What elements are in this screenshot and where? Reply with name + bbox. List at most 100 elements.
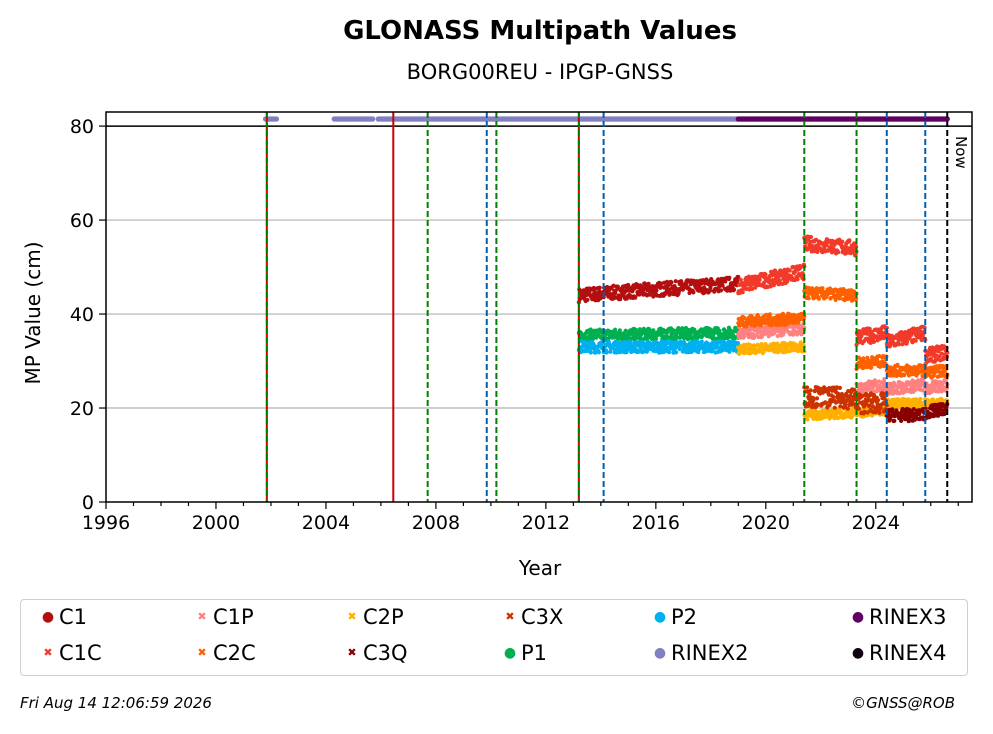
- point-c1c: [768, 284, 773, 289]
- point-p1: [699, 327, 704, 332]
- legend-label: C1C: [59, 641, 102, 665]
- point-c1: [727, 275, 732, 280]
- legend-item-rinex2: ● RINEX2: [649, 640, 749, 666]
- point-c1: [718, 288, 724, 293]
- x-tick-label: 2004: [302, 512, 350, 534]
- legend-marker: ✖: [347, 610, 357, 623]
- point-c1c: [795, 277, 800, 282]
- legend-marker: ✖: [347, 646, 357, 659]
- point-c1p: [910, 378, 915, 383]
- point-c3x: [805, 385, 810, 390]
- point-c1: [659, 281, 664, 286]
- point-p2: [674, 350, 679, 355]
- y-tick-label: 60: [70, 210, 94, 232]
- legend-label: C2P: [363, 605, 404, 629]
- y-axis-label: MP Value (cm): [21, 241, 45, 384]
- legend-item-c1p: ✖ C1P: [191, 604, 253, 630]
- point-c1p: [802, 325, 807, 330]
- point-p2: [644, 349, 650, 354]
- point-c1c: [787, 268, 792, 273]
- legend-marker: ●: [851, 609, 865, 625]
- point-p1: [688, 332, 693, 337]
- point-c1: [605, 284, 610, 290]
- series-p2: [576, 339, 741, 355]
- axis-layer: 1996 2000 2004 2008 2012 2016 2020 202402040608…: [70, 111, 973, 534]
- point-c1c: [913, 338, 918, 343]
- legend-label: C2C: [213, 641, 256, 665]
- point-c1: [613, 289, 618, 294]
- point-rinex2: [273, 116, 280, 122]
- point-c1c: [763, 272, 768, 277]
- legend-item-rinex4: ● RINEX4: [847, 640, 947, 666]
- point-c3x: [878, 406, 883, 411]
- point-c1: [691, 290, 696, 295]
- point-c1: [585, 297, 590, 302]
- series-p1: [576, 325, 741, 343]
- legend-marker: ●: [503, 645, 517, 661]
- x-tick-label: 2012: [522, 512, 570, 534]
- chart-title: GLONASS Multipath Values: [343, 16, 737, 46]
- legend-label: C1: [59, 605, 88, 629]
- point-c1c: [945, 350, 950, 355]
- now-label: Now: [952, 136, 970, 169]
- point-c1c: [939, 351, 944, 356]
- point-p1: [630, 331, 635, 336]
- point-p2: [613, 339, 619, 344]
- point-c3x: [877, 410, 882, 415]
- generated-timestamp: Fri Aug 14 12:06:59 2026: [20, 694, 212, 712]
- legend-label: C3Q: [363, 641, 408, 665]
- legend-item-c1c: ✖ C1C: [37, 640, 102, 666]
- point-c1: [646, 281, 651, 286]
- point-c1c: [836, 250, 841, 255]
- point-c1c: [777, 278, 782, 283]
- point-c2c: [816, 296, 822, 301]
- point-c3q: [892, 418, 897, 423]
- point-rinex2: [370, 116, 376, 122]
- point-c1c: [808, 234, 814, 240]
- x-tick-label: 2020: [742, 512, 790, 534]
- point-c1c: [740, 290, 745, 295]
- point-c1: [723, 279, 728, 284]
- y-tick-label: 40: [70, 304, 94, 326]
- legend-marker: ●: [653, 609, 667, 625]
- point-c1c: [867, 326, 872, 331]
- point-p2: [628, 340, 633, 345]
- point-c1: [626, 282, 631, 288]
- point-c1c: [785, 279, 790, 284]
- series-c1c: [736, 234, 950, 366]
- event-layer: [265, 112, 949, 502]
- legend-marker: ✖: [197, 610, 207, 623]
- point-c3q: [899, 418, 904, 423]
- point-c3x: [832, 405, 837, 410]
- point-p2: [666, 350, 672, 355]
- point-c1: [731, 287, 737, 292]
- point-c1p: [877, 383, 882, 388]
- point-p2: [677, 346, 682, 352]
- legend-item-p2: ● P2: [649, 604, 697, 630]
- point-p1: [613, 327, 618, 332]
- point-c2c: [869, 365, 874, 370]
- x-tick-label: 1996: [82, 512, 130, 534]
- point-c2c: [820, 286, 825, 291]
- x-tick-label: 2024: [852, 512, 900, 534]
- x-tick-label: 2000: [192, 512, 240, 534]
- legend-label: RINEX4: [869, 641, 947, 665]
- point-c3x: [875, 398, 881, 403]
- point-p2: [699, 339, 704, 344]
- legend-marker: ●: [41, 609, 55, 625]
- point-c1: [673, 279, 678, 284]
- point-c1c: [858, 338, 863, 343]
- point-c1c: [904, 339, 910, 344]
- point-c1c: [871, 339, 877, 344]
- point-c3x: [837, 385, 843, 390]
- point-c1p: [775, 333, 780, 339]
- chart-legend: ● C1 ✖ C1C ✖ C1P ✖ C2C ✖ C2P ✖ C3Q ✖ C3X ● P1 ● P2 ● RINEX2…: [20, 599, 968, 676]
- legend-label: C3X: [521, 605, 564, 629]
- legend-item-c1: ● C1: [37, 604, 87, 630]
- legend-marker: ●: [851, 645, 865, 661]
- legend-label: P2: [671, 605, 698, 629]
- y-tick-label: 0: [82, 492, 94, 514]
- point-c1c: [750, 286, 755, 292]
- point-c1c: [937, 354, 942, 359]
- point-c1: [648, 292, 653, 297]
